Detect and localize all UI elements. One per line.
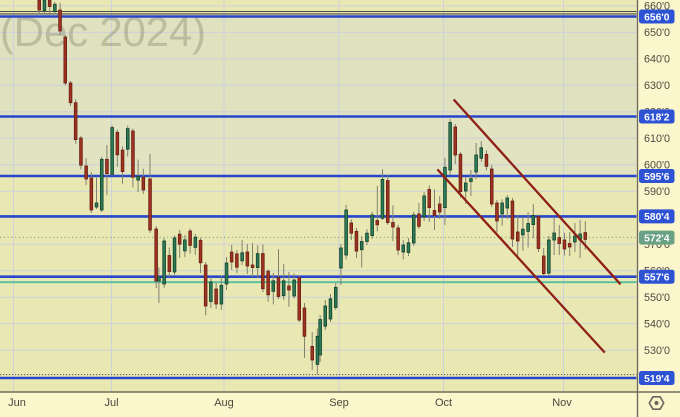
svg-text:Oct: Oct xyxy=(435,397,452,409)
svg-text:Sep: Sep xyxy=(329,397,349,409)
svg-text:618'2: 618'2 xyxy=(644,112,670,123)
svg-text:640'0: 640'0 xyxy=(644,54,670,66)
svg-text:600'0: 600'0 xyxy=(644,159,670,171)
svg-text:Aug: Aug xyxy=(214,397,234,409)
svg-text:540'0: 540'0 xyxy=(644,318,670,330)
svg-text:Jul: Jul xyxy=(104,397,118,409)
svg-text:557'6: 557'6 xyxy=(644,273,670,284)
svg-text:650'0: 650'0 xyxy=(644,27,670,39)
svg-text:Nov: Nov xyxy=(552,397,572,409)
svg-text:595'6: 595'6 xyxy=(644,172,670,183)
svg-text:610'0: 610'0 xyxy=(644,133,670,145)
svg-text:572'4: 572'4 xyxy=(644,233,670,244)
svg-text:519'4: 519'4 xyxy=(644,374,670,385)
svg-text:580'4: 580'4 xyxy=(644,212,670,223)
svg-text:656'0: 656'0 xyxy=(644,12,670,23)
svg-text:Jun: Jun xyxy=(8,397,26,409)
svg-text:630'0: 630'0 xyxy=(644,80,670,92)
svg-text:550'0: 550'0 xyxy=(644,292,670,304)
svg-text:(Dec 2024): (Dec 2024) xyxy=(0,8,206,55)
svg-text:530'0: 530'0 xyxy=(644,345,670,357)
svg-text:590'0: 590'0 xyxy=(644,186,670,198)
